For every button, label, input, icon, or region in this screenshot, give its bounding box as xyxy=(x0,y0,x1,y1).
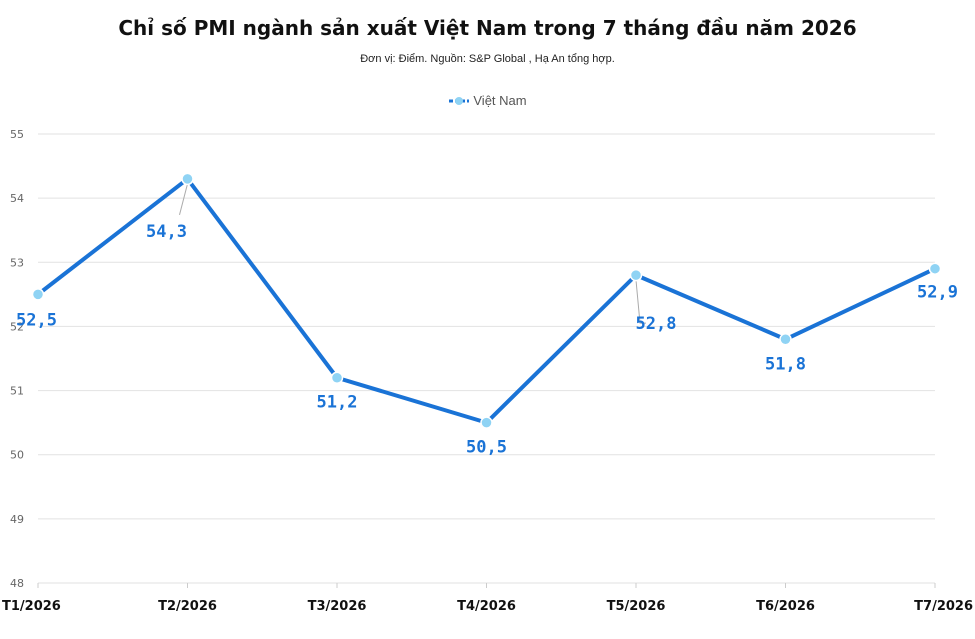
data-label: 54,3 xyxy=(146,222,187,242)
data-point xyxy=(330,371,344,384)
y-tick-label: 55 xyxy=(10,128,24,141)
x-tick-label: T4/2026 xyxy=(457,599,516,614)
data-label: 50,5 xyxy=(466,438,507,458)
x-tick-label: T1/2026 xyxy=(2,599,61,614)
y-tick-label: 51 xyxy=(10,385,24,398)
legend-label: Việt Nam xyxy=(473,93,527,108)
y-tick-label: 48 xyxy=(10,577,24,590)
x-tick-label: T3/2026 xyxy=(308,599,367,614)
data-point xyxy=(928,262,942,275)
data-label-leader xyxy=(635,280,646,324)
chart-title: Chỉ số PMI ngành sản xuất Việt Nam trong… xyxy=(118,16,857,40)
data-point xyxy=(480,416,493,429)
data-label: 51,8 xyxy=(765,354,806,374)
legend[interactable]: Việt Nam xyxy=(0,93,975,108)
y-tick-label: 52 xyxy=(10,320,24,333)
chart-subtitle: Đơn vị: Điểm. Nguồn: S&P Global , Hạ An … xyxy=(360,53,615,65)
y-tick-label: 49 xyxy=(10,513,24,526)
data-label: 52,8 xyxy=(636,314,677,334)
x-tick-label: T7/2026 xyxy=(914,599,973,614)
x-tick-label: T2/2026 xyxy=(158,599,217,614)
x-tick-label: T5/2026 xyxy=(607,599,666,614)
x-tick-label: T6/2026 xyxy=(756,599,815,614)
data-label-leader xyxy=(179,183,188,216)
y-tick-label: 54 xyxy=(10,192,24,205)
data-point xyxy=(31,288,45,301)
series-line xyxy=(36,176,937,425)
data-point xyxy=(779,333,792,346)
data-label: 51,2 xyxy=(317,393,358,413)
data-label: 52,5 xyxy=(16,310,57,330)
y-tick-label: 50 xyxy=(10,449,24,462)
data-point xyxy=(181,172,194,186)
data-point xyxy=(629,268,643,282)
data-label: 52,9 xyxy=(917,283,958,303)
y-tick-label: 53 xyxy=(10,256,24,269)
legend-line-marker-icon xyxy=(449,96,470,105)
